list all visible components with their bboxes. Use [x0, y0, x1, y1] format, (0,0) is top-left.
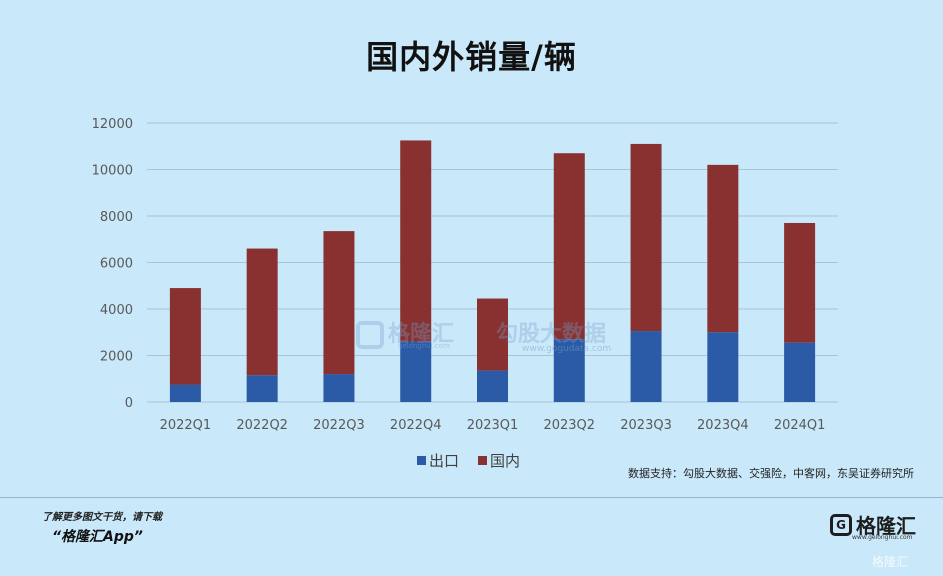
bar-export: [707, 332, 739, 402]
bar-export: [477, 370, 508, 402]
stacked-bar-chart: 0 2000 4000 6000 8000 10000 12000 2022Q1 2022Q2…: [92, 117, 838, 470]
x-axis-ticks: 2022Q1 2022Q2 2022Q3 2022Q4 2023Q1 2023Q2 2023…: [160, 418, 826, 433]
footer-divider: [0, 497, 943, 498]
x-tick-label: 2023Q1: [467, 418, 519, 433]
bar-export: [400, 341, 432, 402]
bar-domestic: [246, 248, 278, 376]
bar-domestic: [400, 140, 432, 342]
brand-url: www.gelonghui.com: [852, 534, 913, 541]
x-tick-label: 2023Q3: [620, 418, 672, 433]
promo-app-name: “格隆汇App”: [52, 529, 143, 545]
x-tick-label: 2023Q4: [697, 418, 749, 433]
x-tick-label: 2024Q1: [774, 418, 826, 433]
legend-swatch: [417, 456, 426, 465]
promo-text: 了解更多图文干货，请下载: [42, 512, 162, 523]
y-tick-label: 0: [125, 396, 133, 411]
bar-domestic: [477, 298, 508, 371]
bar-export: [246, 375, 278, 402]
x-tick-label: 2022Q1: [160, 418, 212, 433]
bar-export: [169, 384, 201, 402]
legend-swatch: [478, 456, 487, 465]
watermark-gogudata-url: www.gogudata.com: [522, 344, 612, 354]
watermark-gelonghui: 格隆汇: [356, 316, 454, 349]
legend-label: 出口: [429, 452, 459, 470]
x-tick-label: 2022Q2: [236, 418, 288, 433]
legend-label: 国内: [490, 452, 520, 470]
y-tick-label: 6000: [100, 257, 133, 272]
bar-export: [630, 331, 662, 402]
brand-logo-icon: G: [830, 513, 852, 536]
y-axis-ticks: 0 2000 4000 6000 8000 10000 12000: [92, 117, 133, 411]
data-source-note: 数据支持：勾股大数据、交强险，中客网，东吴证券研究所: [628, 467, 914, 480]
bars: [169, 140, 816, 402]
bar-domestic: [707, 164, 739, 333]
corner-watermark: 格隆汇: [872, 555, 909, 569]
y-tick-label: 4000: [100, 303, 133, 318]
page-title: 国内外销量/辆: [366, 38, 577, 76]
legend: 出口 国内: [417, 452, 520, 470]
bar-domestic: [630, 143, 662, 332]
watermark-gelonghui-url: gelonghui.com: [398, 342, 450, 350]
bar-domestic: [784, 222, 816, 343]
x-tick-label: 2022Q3: [313, 418, 365, 433]
brand-logo: G 格隆汇: [830, 510, 916, 539]
bar-export: [784, 342, 816, 402]
bar-domestic: [553, 153, 585, 340]
y-tick-label: 12000: [92, 117, 133, 132]
bar-domestic: [169, 288, 201, 385]
x-tick-label: 2022Q4: [390, 418, 442, 433]
bar-domestic: [323, 231, 355, 375]
y-tick-label: 8000: [100, 210, 133, 225]
bar-export: [553, 339, 585, 402]
bar-export: [323, 374, 355, 402]
y-tick-label: 10000: [92, 164, 133, 179]
y-tick-label: 2000: [100, 350, 133, 365]
x-tick-label: 2023Q2: [543, 418, 595, 433]
watermark-gogudata: 勾股大数据: [496, 322, 607, 347]
brand-name: 格隆汇: [856, 514, 916, 538]
